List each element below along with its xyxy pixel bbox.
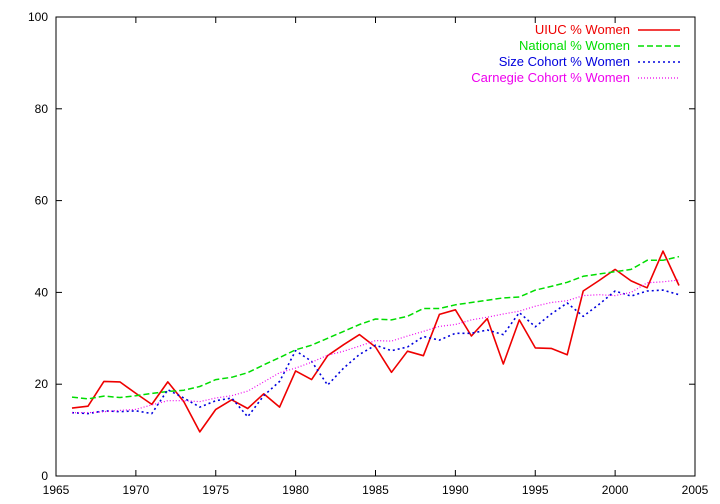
- x-tick-label: 1980: [282, 483, 309, 497]
- x-tick-label: 1970: [123, 483, 150, 497]
- y-tick-label: 0: [41, 469, 48, 483]
- legend-label-0: UIUC % Women: [535, 22, 630, 37]
- legend-label-1: National % Women: [519, 38, 630, 53]
- legend-label-2: Size Cohort % Women: [499, 54, 630, 69]
- y-tick-label: 40: [35, 285, 49, 299]
- y-tick-label: 80: [35, 102, 49, 116]
- series-layer: [71, 250, 680, 433]
- series-line-1: [71, 255, 680, 400]
- plot-frame: [55, 16, 696, 477]
- x-tick-label: 1985: [362, 483, 389, 497]
- y-tick-label: 20: [35, 377, 49, 391]
- legend-label-3: Carnegie Cohort % Women: [471, 70, 630, 85]
- series-line-3: [72, 279, 680, 414]
- y-tick-label: 60: [35, 194, 49, 208]
- axis-ticks: 1965 1970 1975 1980 1985 1990 1995 2000 2005 0 20 4…: [28, 10, 709, 497]
- x-tick-label: 1990: [442, 483, 469, 497]
- y-tick-label: 100: [28, 10, 48, 24]
- x-tick-label: 1965: [43, 483, 70, 497]
- x-tick-label: 2000: [602, 483, 629, 497]
- series-line-2: [71, 289, 680, 418]
- x-tick-label: 2005: [682, 483, 709, 497]
- series-line-0: [71, 250, 680, 433]
- x-tick-label: 1975: [202, 483, 229, 497]
- x-tick-label: 1995: [522, 483, 549, 497]
